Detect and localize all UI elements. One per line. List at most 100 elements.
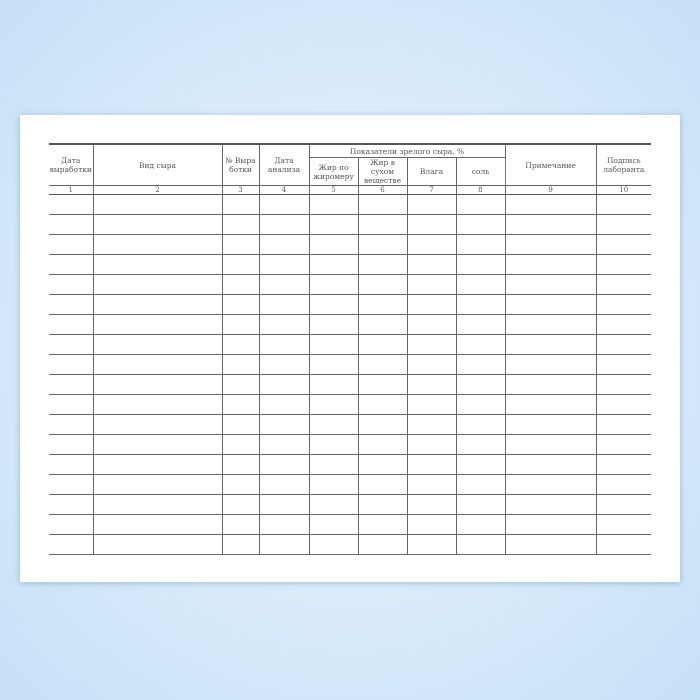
empty-cell xyxy=(258,374,310,396)
empty-cell xyxy=(49,474,94,496)
column-number: 9 xyxy=(504,184,597,196)
empty-cell xyxy=(49,454,94,476)
empty-cell xyxy=(504,514,597,536)
header-note: Примечание xyxy=(504,143,597,186)
empty-cell xyxy=(92,434,223,456)
empty-cell xyxy=(92,354,223,376)
empty-cell xyxy=(49,514,94,536)
column-number: 3 xyxy=(221,184,260,196)
empty-cell xyxy=(221,254,260,276)
empty-cell xyxy=(595,254,652,276)
empty-cell xyxy=(308,234,359,256)
empty-cell xyxy=(504,434,597,456)
empty-cell xyxy=(595,194,652,216)
empty-cell xyxy=(308,514,359,536)
empty-cell xyxy=(595,274,652,296)
empty-cell xyxy=(221,394,260,416)
empty-cell xyxy=(49,534,94,556)
column-number: 6 xyxy=(357,184,408,196)
empty-cell xyxy=(92,494,223,516)
empty-cell xyxy=(357,234,408,256)
empty-cell xyxy=(455,234,506,256)
table-row xyxy=(49,434,652,456)
empty-cell xyxy=(504,214,597,236)
header-batch-no: № Выра ботки xyxy=(221,143,260,186)
empty-cell xyxy=(455,354,506,376)
empty-cell xyxy=(92,234,223,256)
empty-cell xyxy=(308,314,359,336)
empty-cell xyxy=(258,394,310,416)
empty-cell xyxy=(504,294,597,316)
empty-cell xyxy=(504,494,597,516)
empty-cell xyxy=(595,414,652,436)
table-row xyxy=(49,234,652,256)
header-moisture: Влага xyxy=(406,157,457,186)
empty-cell xyxy=(455,314,506,336)
empty-cell xyxy=(357,214,408,236)
empty-cell xyxy=(258,274,310,296)
empty-cell xyxy=(221,534,260,556)
empty-cell xyxy=(357,274,408,296)
empty-cell xyxy=(357,514,408,536)
empty-cell xyxy=(221,454,260,476)
empty-cell xyxy=(504,454,597,476)
empty-cell xyxy=(357,414,408,436)
empty-cell xyxy=(49,254,94,276)
empty-cell xyxy=(92,294,223,316)
empty-cell xyxy=(221,194,260,216)
empty-cell xyxy=(221,274,260,296)
empty-cell xyxy=(455,434,506,456)
empty-cell xyxy=(221,334,260,356)
column-number: 7 xyxy=(406,184,457,196)
empty-cell xyxy=(92,274,223,296)
empty-cell xyxy=(308,454,359,476)
empty-cell xyxy=(92,394,223,416)
empty-cell xyxy=(92,214,223,236)
empty-cell xyxy=(595,394,652,416)
empty-cell xyxy=(308,194,359,216)
empty-cell xyxy=(258,314,310,336)
empty-cell xyxy=(357,294,408,316)
empty-cell xyxy=(504,394,597,416)
empty-cell xyxy=(406,334,457,356)
empty-cell xyxy=(406,414,457,436)
empty-cell xyxy=(504,254,597,276)
empty-cell xyxy=(406,254,457,276)
table-row xyxy=(49,354,652,376)
empty-cell xyxy=(221,354,260,376)
empty-cell xyxy=(221,314,260,336)
journal-page: Дата выработки Вид сыра № Выра ботки Дат… xyxy=(20,115,680,582)
empty-cell xyxy=(357,374,408,396)
empty-cell xyxy=(595,354,652,376)
empty-cell xyxy=(308,414,359,436)
column-number: 10 xyxy=(595,184,652,196)
empty-cell xyxy=(595,474,652,496)
empty-cell xyxy=(595,494,652,516)
empty-cell xyxy=(455,254,506,276)
table-row xyxy=(49,514,652,536)
empty-cell xyxy=(406,454,457,476)
empty-cell xyxy=(49,394,94,416)
header-ripe-cheese-group: Показатели зрелого сыра, % xyxy=(308,143,506,158)
empty-cell xyxy=(308,434,359,456)
empty-cell xyxy=(595,534,652,556)
table-row xyxy=(49,254,652,276)
empty-cell xyxy=(406,214,457,236)
empty-cell xyxy=(406,514,457,536)
empty-cell xyxy=(455,274,506,296)
empty-cell xyxy=(406,394,457,416)
empty-cell xyxy=(406,494,457,516)
empty-cell xyxy=(357,254,408,276)
column-number: 5 xyxy=(308,184,359,196)
empty-cell xyxy=(595,434,652,456)
empty-cell xyxy=(221,214,260,236)
column-number: 1 xyxy=(49,184,94,196)
empty-cell xyxy=(308,354,359,376)
empty-cell xyxy=(455,334,506,356)
empty-cell xyxy=(92,454,223,476)
table-row xyxy=(49,374,652,396)
empty-cell xyxy=(357,314,408,336)
empty-cell xyxy=(357,534,408,556)
empty-cell xyxy=(357,194,408,216)
empty-cell xyxy=(595,294,652,316)
